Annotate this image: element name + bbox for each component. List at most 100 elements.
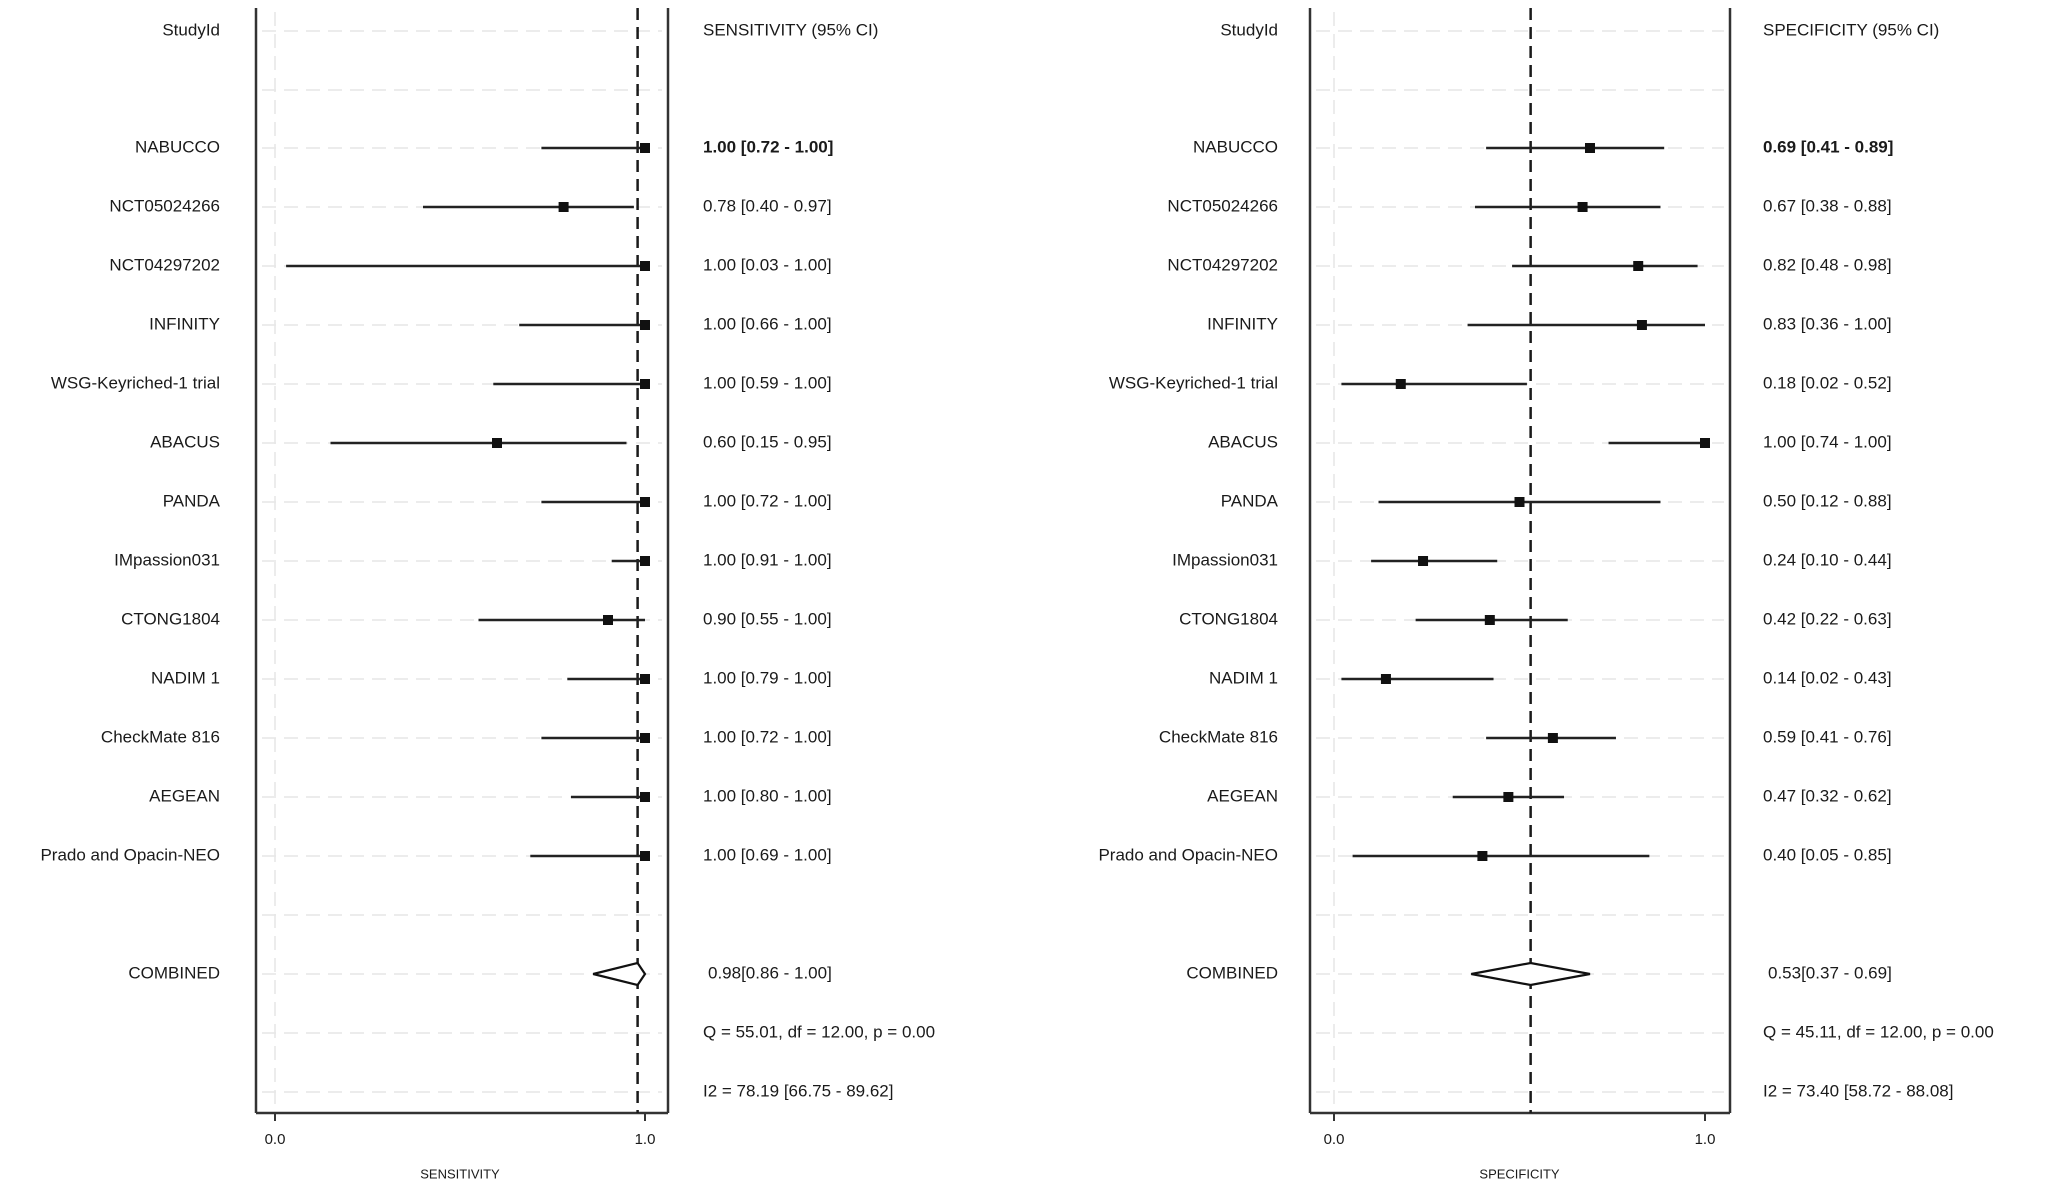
q-statistic: Q = 45.11, df = 12.00, p = 0.00 <box>1763 1022 1994 1041</box>
point-estimate <box>1584 143 1595 153</box>
point-estimate <box>1418 556 1429 566</box>
point-estimate <box>640 379 650 389</box>
point-estimate <box>1477 851 1488 861</box>
combined-value-text: 0.53[0.37 - 0.69] <box>1768 963 1892 982</box>
study-label: AEGEAN <box>1207 786 1278 805</box>
point-estimate <box>1514 497 1525 507</box>
ci-value-text: 1.00 [0.79 - 1.00] <box>703 668 832 687</box>
point-estimate <box>640 733 650 743</box>
point-estimate <box>640 497 650 507</box>
ci-value-text: 0.67 [0.38 - 0.88] <box>1763 196 1892 215</box>
x-tick-label: 0.0 <box>265 1131 286 1148</box>
ci-value-text: 0.82 [0.48 - 0.98] <box>1763 255 1892 274</box>
point-estimate <box>640 674 650 684</box>
ci-value-text: 0.83 [0.36 - 1.00] <box>1763 314 1892 333</box>
point-estimate <box>1547 733 1558 743</box>
stat-column-header: SENSITIVITY (95% CI) <box>703 20 878 39</box>
combined-label: COMBINED <box>128 963 220 982</box>
point-estimate <box>640 320 650 330</box>
ci-value-text: 0.24 [0.10 - 0.44] <box>1763 550 1892 569</box>
forest-panel-specificity: StudyId SPECIFICITY (95% CI) NABUCCO 0.69 [… <box>1098 8 1994 1181</box>
ci-value-text: 1.00 [0.03 - 1.00] <box>703 255 832 274</box>
point-estimate <box>640 792 650 802</box>
point-estimate <box>1395 379 1406 389</box>
combined-diamond <box>1471 961 1591 987</box>
ci-value-text: 1.00 [0.72 - 1.00] <box>703 491 832 510</box>
study-label: NADIM 1 <box>151 668 220 687</box>
combined-label: COMBINED <box>1186 963 1278 982</box>
study-label: PANDA <box>163 491 221 510</box>
ci-value-text: 0.50 [0.12 - 0.88] <box>1763 491 1892 510</box>
study-label: PANDA <box>1221 491 1279 510</box>
ci-value-text: 0.47 [0.32 - 0.62] <box>1763 786 1892 805</box>
ci-value-text: 1.00 [0.91 - 1.00] <box>703 550 832 569</box>
point-estimate <box>640 143 650 153</box>
study-label: NADIM 1 <box>1209 668 1278 687</box>
study-label: WSG-Keyriched-1 trial <box>1109 373 1278 392</box>
study-label: AEGEAN <box>149 786 220 805</box>
ci-value-text: 1.00 [0.74 - 1.00] <box>1763 432 1892 451</box>
forest-panel-sensitivity: StudyId SENSITIVITY (95% CI) NABUCCO 1.00 [… <box>40 8 935 1181</box>
x-axis-title: SENSITIVITY <box>420 1166 500 1181</box>
x-tick-label: 1.0 <box>1695 1131 1716 1148</box>
study-label: NCT04297202 <box>1167 255 1278 274</box>
study-label: Prado and Opacin-NEO <box>1098 845 1278 864</box>
study-label: CTONG1804 <box>1179 609 1278 628</box>
point-estimate <box>640 556 650 566</box>
point-estimate <box>1503 792 1514 802</box>
ci-value-text: 1.00 [0.72 - 1.00] <box>703 727 832 746</box>
x-axis-title: SPECIFICITY <box>1479 1166 1560 1181</box>
study-label: CheckMate 816 <box>101 727 220 746</box>
study-label: IMpassion031 <box>1172 550 1278 569</box>
point-estimate <box>640 851 650 861</box>
x-tick-label: 1.0 <box>635 1131 656 1148</box>
i2-statistic: I2 = 78.19 [66.75 - 89.62] <box>703 1081 893 1100</box>
study-label: NABUCCO <box>135 137 220 156</box>
point-estimate <box>1380 674 1391 684</box>
study-label: ABACUS <box>150 432 220 451</box>
ci-value-text: 0.40 [0.05 - 0.85] <box>1763 845 1892 864</box>
ci-value-text: 1.00 [0.69 - 1.00] <box>703 845 832 864</box>
i2-statistic: I2 = 73.40 [58.72 - 88.08] <box>1763 1081 1953 1100</box>
study-label: INFINITY <box>149 314 220 333</box>
ci-value-text: 1.00 [0.80 - 1.00] <box>703 786 832 805</box>
study-label: WSG-Keyriched-1 trial <box>51 373 220 392</box>
ci-value-text: 0.90 [0.55 - 1.00] <box>703 609 832 628</box>
point-estimate <box>1484 615 1495 625</box>
study-label: NCT05024266 <box>109 196 220 215</box>
study-label: IMpassion031 <box>114 550 220 569</box>
q-statistic: Q = 55.01, df = 12.00, p = 0.00 <box>703 1022 935 1041</box>
point-estimate <box>1577 202 1588 212</box>
ci-value-text: 0.60 [0.15 - 0.95] <box>703 432 832 451</box>
ci-value-text: 0.69 [0.41 - 0.89] <box>1763 137 1893 156</box>
ci-value-text: 0.42 [0.22 - 0.63] <box>1763 609 1892 628</box>
study-label: NCT05024266 <box>1167 196 1278 215</box>
study-label: Prado and Opacin-NEO <box>40 845 220 864</box>
point-estimate <box>1636 320 1647 330</box>
ci-value-text: 0.59 [0.41 - 0.76] <box>1763 727 1892 746</box>
ci-value-text: 0.18 [0.02 - 0.52] <box>1763 373 1892 392</box>
point-estimate <box>492 438 502 448</box>
stat-column-header: SPECIFICITY (95% CI) <box>1763 20 1939 39</box>
study-label: NCT04297202 <box>109 255 220 274</box>
study-label: INFINITY <box>1207 314 1278 333</box>
study-column-header: StudyId <box>1220 20 1278 39</box>
study-label: NABUCCO <box>1193 137 1278 156</box>
study-label: CheckMate 816 <box>1159 727 1278 746</box>
point-estimate <box>640 261 650 271</box>
ci-value-text: 1.00 [0.72 - 1.00] <box>703 137 833 156</box>
combined-value-text: 0.98[0.86 - 1.00] <box>708 963 832 982</box>
x-tick-label: 0.0 <box>1324 1131 1345 1148</box>
point-estimate <box>1700 438 1710 448</box>
ci-value-text: 0.14 [0.02 - 0.43] <box>1763 668 1892 687</box>
ci-value-text: 0.78 [0.40 - 0.97] <box>703 196 832 215</box>
point-estimate <box>558 202 569 212</box>
ci-value-text: 1.00 [0.66 - 1.00] <box>703 314 832 333</box>
point-estimate <box>1633 261 1644 271</box>
study-label: ABACUS <box>1208 432 1278 451</box>
ci-value-text: 1.00 [0.59 - 1.00] <box>703 373 832 392</box>
point-estimate <box>603 615 613 625</box>
study-column-header: StudyId <box>162 20 220 39</box>
combined-diamond <box>592 961 647 987</box>
